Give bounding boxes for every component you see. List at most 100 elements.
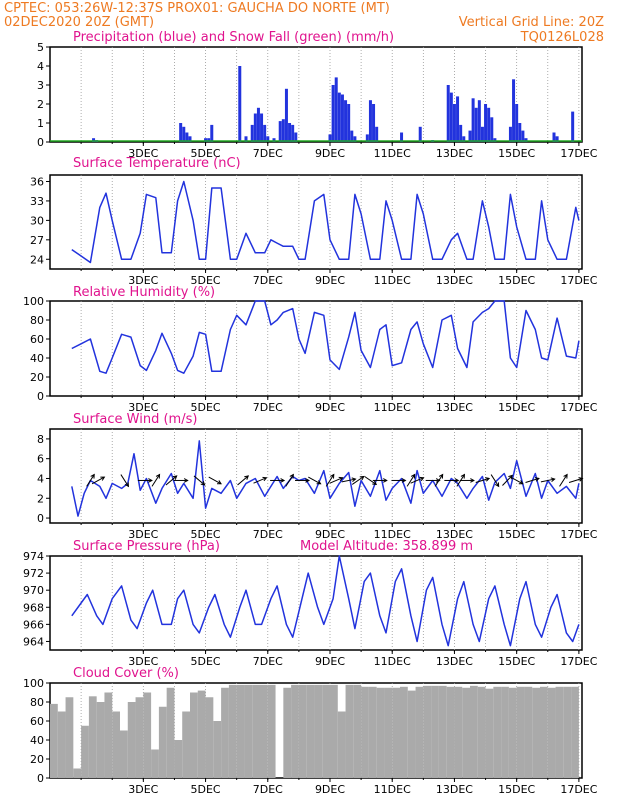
x-tick-label: 15DEC [498, 147, 535, 160]
y-tick-label: 2 [37, 98, 44, 111]
plot-frame [49, 300, 583, 397]
wind-arrow-head [262, 476, 268, 482]
x-tick-label: 7DEC [253, 401, 283, 414]
y-tick-label: 20 [30, 371, 44, 384]
plot-frame [49, 428, 583, 524]
wind-arrow-head [383, 478, 388, 483]
x-tick-label: 17DEC [560, 274, 597, 287]
cloud-bar [524, 686, 533, 778]
precip-bar [515, 104, 519, 142]
x-tick-label: 17DEC [560, 401, 597, 414]
plot-frame [49, 46, 583, 143]
precip-bar [353, 136, 357, 142]
wind-arrow-head [518, 480, 524, 485]
precip-bar [350, 130, 354, 142]
panel-5: 3DEC 5DEC 7DEC 9DEC 11DEC 13DEC 15DEC 17DEC 964 9… [23, 539, 598, 668]
header-code: TQ0126L028 [520, 30, 604, 45]
cloud-bar [73, 768, 82, 778]
cloud-bar [501, 686, 509, 778]
panel-1: 3DEC 5DEC 7DEC 9DEC 11DEC 13DEC 15DEC 17DEC 0 1 2 3… [37, 30, 598, 160]
x-tick-label: 13DEC [436, 401, 473, 414]
precip-bar [347, 104, 351, 142]
wind-arrow [559, 474, 568, 487]
cloud-bar [88, 696, 97, 778]
precip-bar [244, 136, 248, 142]
precip-bar [471, 98, 475, 142]
precip-bar [210, 124, 214, 142]
wind-arrow-head [485, 477, 491, 482]
cloud-bar [236, 684, 245, 778]
precip-bar [372, 104, 376, 142]
cloud-bar [547, 687, 556, 778]
wind-arrow [510, 476, 524, 485]
y-tick-label: 964 [23, 635, 44, 648]
precip-bar [484, 104, 488, 142]
wind-arrow-head [148, 478, 153, 483]
precip-bar [266, 136, 270, 142]
wind-arrow-head [563, 473, 568, 479]
cloud-bar [555, 686, 564, 778]
precip-bar [337, 92, 341, 142]
y-tick-label: 100 [23, 677, 44, 690]
wind-arrow [525, 477, 540, 483]
x-tick-label: 13DEC [436, 147, 473, 160]
cloud-bar [81, 725, 89, 778]
precip-bar [334, 77, 338, 142]
panel-subtitle: Model Altitude: 358.899 m [300, 539, 473, 554]
wind-arrow-head [305, 478, 311, 483]
precip-bar [571, 111, 575, 142]
cloud-bar [532, 687, 540, 778]
wind-arrow-head [316, 480, 322, 485]
y-tick-label: 3 [37, 79, 44, 92]
y-tick-label: 0 [37, 136, 44, 149]
y-tick-label: 80 [30, 314, 44, 327]
panel-title: Surface Temperature (nC) [73, 156, 241, 171]
x-tick-label: 11DEC [374, 655, 411, 668]
wind-arrow [325, 474, 335, 487]
precip-bar [508, 126, 512, 142]
header-station: CPTEC: 053:26W-12:37S PROX01: GAUCHA DO … [4, 1, 390, 16]
wind-arrow-head [419, 476, 425, 482]
cloud-bar [197, 690, 206, 778]
wind-arrow [120, 474, 129, 487]
header-date: 02DEC2020 20Z (GMT) [4, 15, 155, 30]
x-tick-label: 3DEC [128, 274, 158, 287]
y-tick-label: 972 [23, 567, 44, 580]
panel-6: 3DEC 5DEC 7DEC 9DEC 11DEC 13DEC 15DEC 17DEC 0 20 4… [23, 666, 598, 796]
plot-frame [49, 174, 583, 270]
precip-bar [490, 117, 494, 142]
wind-arrow [308, 476, 321, 485]
x-tick-label: 7DEC [253, 274, 283, 287]
wind-arrow [165, 475, 178, 486]
cloud-bar [485, 688, 494, 778]
precip-bar [272, 138, 276, 142]
wind-arrow-head [172, 475, 178, 480]
x-tick-label: 15DEC [498, 274, 535, 287]
wind-arrow-head [100, 476, 106, 481]
cloud-bar [158, 706, 167, 778]
cloud-bar [454, 686, 463, 778]
cloud-bar [415, 686, 424, 778]
plot-frame [49, 555, 583, 651]
precip-bar [284, 88, 288, 142]
x-tick-label: 13DEC [436, 783, 473, 796]
wind-arrow [410, 477, 424, 484]
x-tick-label: 13DEC [436, 274, 473, 287]
precip-bar [552, 132, 556, 142]
precip-bar [185, 132, 189, 142]
precip-bar [452, 104, 456, 142]
cloud-bar [182, 711, 190, 778]
precip-bar [263, 124, 267, 142]
cloud-bar [330, 684, 338, 778]
wind-arrow [193, 475, 206, 486]
wind-arrow [540, 478, 555, 483]
cloud-bar [267, 684, 276, 778]
x-tick-label: 11DEC [374, 401, 411, 414]
cloud-bar [228, 684, 237, 778]
y-tick-label: 60 [30, 715, 44, 728]
precip-bar [493, 138, 497, 142]
cloud-bar [431, 685, 439, 778]
cloud-bar [205, 697, 214, 778]
cloud-bar [65, 697, 74, 778]
x-tick-label: 7DEC [253, 147, 283, 160]
